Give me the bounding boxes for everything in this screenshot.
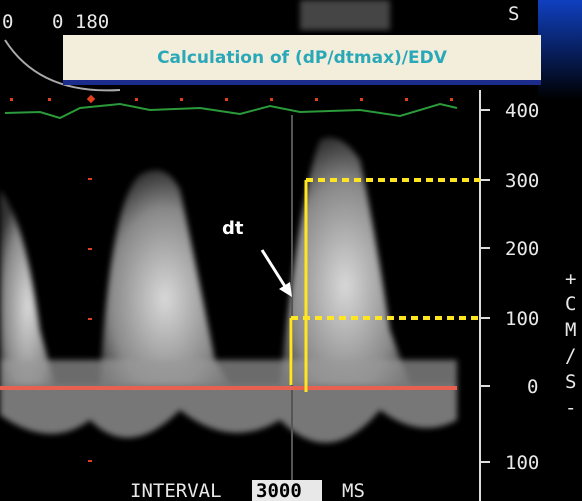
scale-label: 400 [505,100,539,122]
scale-label: 100 [505,452,539,474]
interval-value: 3000 [256,480,302,501]
interval-box [252,480,322,501]
unit-char: / [565,345,576,367]
banner-edge [63,80,541,85]
scale-label: 100 [505,308,539,330]
dpdt-markup [289,178,480,392]
unit-char: S [565,371,576,393]
scale-label: 300 [505,170,539,192]
scale-label: 0 [527,376,538,398]
scale-ticks [480,109,490,463]
ecg-trace [4,102,458,120]
angle: 0 180 [52,11,109,33]
banner [63,35,541,82]
thumbnail [300,0,390,30]
top-right-label: S [508,3,519,25]
unit-char: M [565,319,576,341]
banner-title: Calculation of (dP/dtmax)/EDV [157,48,448,68]
unit-char: - [565,397,576,419]
depth: 0 [2,11,13,33]
scale-label: 200 [505,238,539,260]
color-bar [538,0,582,100]
dt-label: dt [222,218,244,239]
interval-unit: MS [342,480,365,501]
interval-label: INTERVAL [130,480,222,501]
unit-char: + [565,268,576,290]
scale-unit: + C M / S - [565,268,576,419]
sector-arc [4,39,121,92]
time-markers [10,94,453,462]
dt-arrow [260,249,292,297]
unit-char: C [565,293,576,315]
doppler-spectrum [0,137,457,443]
